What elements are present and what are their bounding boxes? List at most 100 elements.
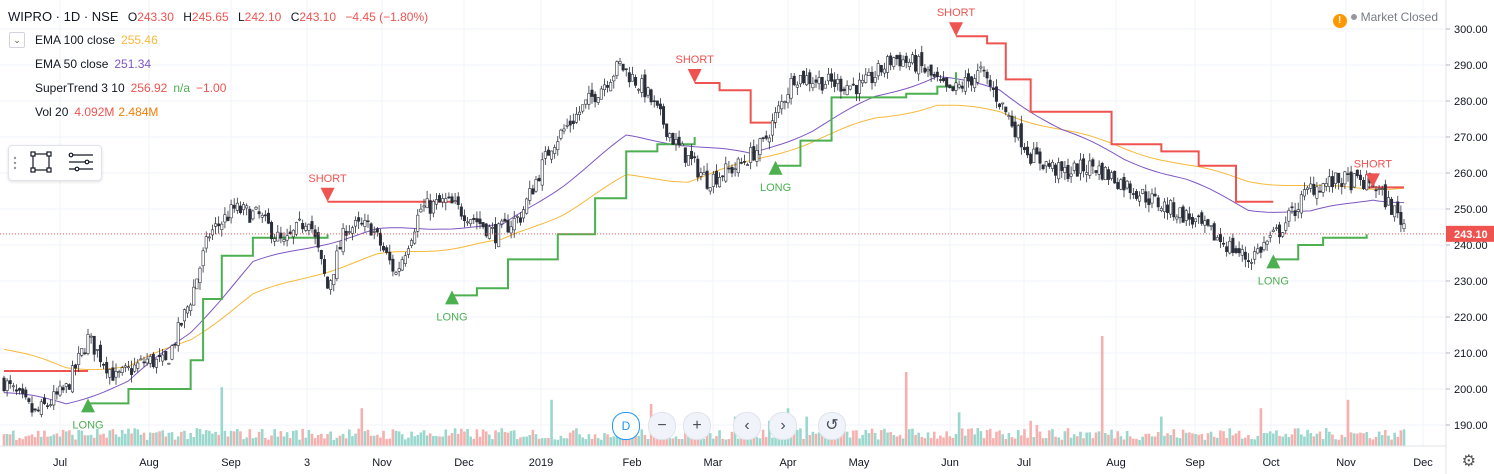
candle-body <box>820 76 824 91</box>
candle-body <box>1218 234 1222 242</box>
candle-body <box>1131 193 1135 195</box>
scroll-right-button[interactable]: › <box>769 412 797 440</box>
candle <box>360 217 364 227</box>
candle <box>914 49 918 74</box>
reset-chart-button[interactable]: ↺ <box>818 412 846 440</box>
candle <box>534 176 538 193</box>
candle <box>571 113 575 130</box>
candle <box>494 217 498 250</box>
candle <box>1337 172 1341 190</box>
candle-body <box>298 218 302 221</box>
zoom-out-button[interactable]: − <box>648 412 676 440</box>
candle <box>879 64 883 76</box>
date-range-button[interactable]: D <box>612 412 640 440</box>
indicator-ema50[interactable]: EMA 50 close 251.34 <box>35 57 151 71</box>
candle-body <box>848 85 852 90</box>
candle <box>428 193 432 221</box>
candle-body <box>1094 170 1098 173</box>
candle <box>665 123 669 141</box>
candle-body <box>61 387 65 391</box>
symbol-name[interactable]: WIPRO · 1D · NSE <box>8 9 119 24</box>
indicator-ema100[interactable]: EMA 100 close 255.46 <box>35 33 158 47</box>
candle-body <box>1119 179 1123 190</box>
candle <box>1396 195 1400 219</box>
warning-icon[interactable]: ! <box>1332 14 1347 28</box>
price-tick-label: 290.00 <box>1454 60 1488 72</box>
rectangle-tool-icon[interactable] <box>30 151 52 173</box>
candle <box>329 279 333 295</box>
candle <box>1250 258 1254 270</box>
candle <box>1234 245 1238 255</box>
volume-bar <box>1290 434 1294 446</box>
candle <box>182 308 186 329</box>
candle-body <box>1153 193 1157 197</box>
supertrend-up <box>1273 234 1368 261</box>
candle <box>627 66 631 88</box>
candle <box>1110 170 1114 181</box>
volume-bar <box>914 434 917 446</box>
candle <box>976 63 980 86</box>
volume-bar <box>712 438 715 446</box>
candle <box>963 70 967 95</box>
volume-bar <box>992 438 995 446</box>
candle-body <box>640 78 644 93</box>
indicator-value: 255.46 <box>121 33 158 47</box>
candle-body <box>1396 201 1400 214</box>
price-tick-label: 280.00 <box>1454 96 1488 108</box>
candle-body <box>1178 207 1182 218</box>
supertrend-up <box>88 234 329 405</box>
candle-body <box>652 100 656 102</box>
candle-body <box>512 218 516 231</box>
volume-bar <box>43 430 46 446</box>
candle <box>559 128 563 141</box>
candle <box>1231 233 1235 257</box>
candle <box>1259 246 1263 259</box>
volume-bar <box>867 433 871 446</box>
volume-bar <box>768 420 771 446</box>
candle-body <box>466 221 470 224</box>
candle <box>1044 160 1048 173</box>
candle <box>624 68 628 77</box>
candle-body <box>1234 248 1238 253</box>
long-arrow-icon <box>81 398 95 413</box>
candle-body <box>223 214 227 223</box>
volume-bar <box>696 439 700 446</box>
candle-body <box>1072 162 1076 171</box>
candle-body <box>270 222 274 240</box>
signals: LONG SHORT LONG SHORT LONG SHORT LONG SHORT <box>72 7 1392 431</box>
candle-body <box>447 196 451 199</box>
candle-body <box>1334 172 1338 184</box>
indicator-supertrend[interactable]: SuperTrend 3 10 256.92 n/a −1.00 <box>35 81 226 95</box>
candle <box>282 232 286 246</box>
candle-body <box>696 158 700 178</box>
candle <box>509 220 513 239</box>
volume-bar <box>158 431 161 446</box>
collapse-icon[interactable]: ⌄ <box>9 32 25 48</box>
candle <box>970 75 974 92</box>
lines-tool-icon[interactable] <box>68 152 93 172</box>
scroll-left-button[interactable]: ‹ <box>733 412 761 440</box>
candle-body <box>761 137 765 139</box>
candle <box>546 146 550 156</box>
settings-icon[interactable]: ⚙ <box>1461 453 1476 470</box>
candle-body <box>313 229 317 237</box>
candle-body <box>198 267 202 283</box>
candle-body <box>406 248 410 255</box>
candle-body <box>1309 183 1313 189</box>
candle-body <box>229 204 233 219</box>
indicator-volume[interactable]: Vol 20 4.092M 2.484M <box>35 105 158 119</box>
zoom-in-button[interactable]: + <box>683 412 711 440</box>
candle-body <box>1330 176 1334 188</box>
volume-bar <box>1172 429 1176 446</box>
volume-bar <box>883 428 886 446</box>
candle <box>8 375 12 389</box>
volume-bar <box>1057 437 1060 446</box>
candle-body <box>540 159 544 186</box>
candle <box>1243 246 1247 268</box>
candle <box>942 71 946 83</box>
candle <box>27 397 31 405</box>
last-price-badge <box>1446 225 1494 242</box>
candle <box>288 225 292 236</box>
candle <box>565 118 569 129</box>
